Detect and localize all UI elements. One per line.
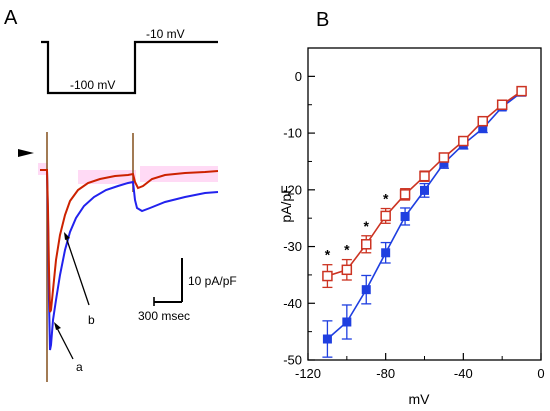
data-point xyxy=(342,317,352,327)
y-axis-label: pA/pF xyxy=(278,185,294,222)
data-point xyxy=(322,334,332,344)
x-tick-label: 0 xyxy=(537,366,544,381)
x-tick-label: -40 xyxy=(454,366,473,381)
series-line xyxy=(326,91,523,340)
significance-star: * xyxy=(344,242,350,258)
trace-label-a: a xyxy=(76,360,83,374)
plot-frame xyxy=(307,47,542,361)
significance-star: * xyxy=(364,218,370,234)
series-1 xyxy=(322,87,527,358)
x-axis-label: mV xyxy=(409,391,431,407)
data-point xyxy=(478,124,488,134)
data-point xyxy=(516,85,527,97)
pointer-line-a xyxy=(55,325,74,360)
data-point xyxy=(420,185,429,195)
x-tick-label: -120 xyxy=(295,366,321,381)
data-point xyxy=(361,285,371,295)
data-point xyxy=(400,211,410,221)
significance-markers: * * * * xyxy=(325,191,389,263)
current-trace-a xyxy=(40,169,219,351)
pointer-line-b xyxy=(65,236,90,306)
y-tick-label: 0 xyxy=(295,69,302,84)
trace-label-b: b xyxy=(88,313,95,327)
data-point xyxy=(477,115,488,127)
y-tick-label: -40 xyxy=(283,296,302,311)
significance-star: * xyxy=(383,191,389,207)
panel-a: A -10 mV -100 mV a b 10 pA/pF 3 xyxy=(4,7,237,382)
x-tick-label: -80 xyxy=(376,366,395,381)
y-tick-label: -30 xyxy=(283,239,302,254)
data-point xyxy=(496,99,508,110)
significance-star: * xyxy=(325,247,331,263)
series-2 xyxy=(322,85,527,289)
current-trace-b xyxy=(40,169,219,313)
data-point xyxy=(361,239,372,250)
holding-potential-label: -10 mV xyxy=(146,27,185,41)
zero-current-arrowhead xyxy=(18,149,34,157)
y-tick-label: -50 xyxy=(283,353,302,368)
pointer-arrowhead-b xyxy=(64,232,70,240)
y-tick-label: -10 xyxy=(283,126,302,141)
data-point xyxy=(381,248,391,258)
data-point xyxy=(341,264,353,276)
data-point xyxy=(380,210,391,222)
x-axis-ticks: -120 -80 -40 0 xyxy=(295,353,545,381)
pointer-arrowhead-a xyxy=(54,322,61,330)
data-point xyxy=(419,170,430,182)
data-point xyxy=(322,270,333,282)
data-point xyxy=(458,135,469,147)
step-potential-label: -100 mV xyxy=(70,78,115,92)
data-series xyxy=(322,85,527,358)
data-point xyxy=(438,152,450,163)
panel-letter-a: A xyxy=(4,7,18,29)
data-point xyxy=(399,189,411,200)
data-point xyxy=(439,158,449,168)
y-tick-label: -20 xyxy=(283,182,302,197)
scalebar-x-label: 300 msec xyxy=(138,309,190,323)
scalebar-y-label: 10 pA/pF xyxy=(188,274,237,288)
voltage-protocol-line xyxy=(41,40,218,95)
y-axis-ticks: 0 -10 -20 -30 -40 -50 xyxy=(283,47,315,368)
panel-b: B 0 -10 -20 -30 -40 -50 -120 -80 -40 0 * * * * mV p… xyxy=(278,9,545,407)
panel-letter-b: B xyxy=(316,9,329,31)
